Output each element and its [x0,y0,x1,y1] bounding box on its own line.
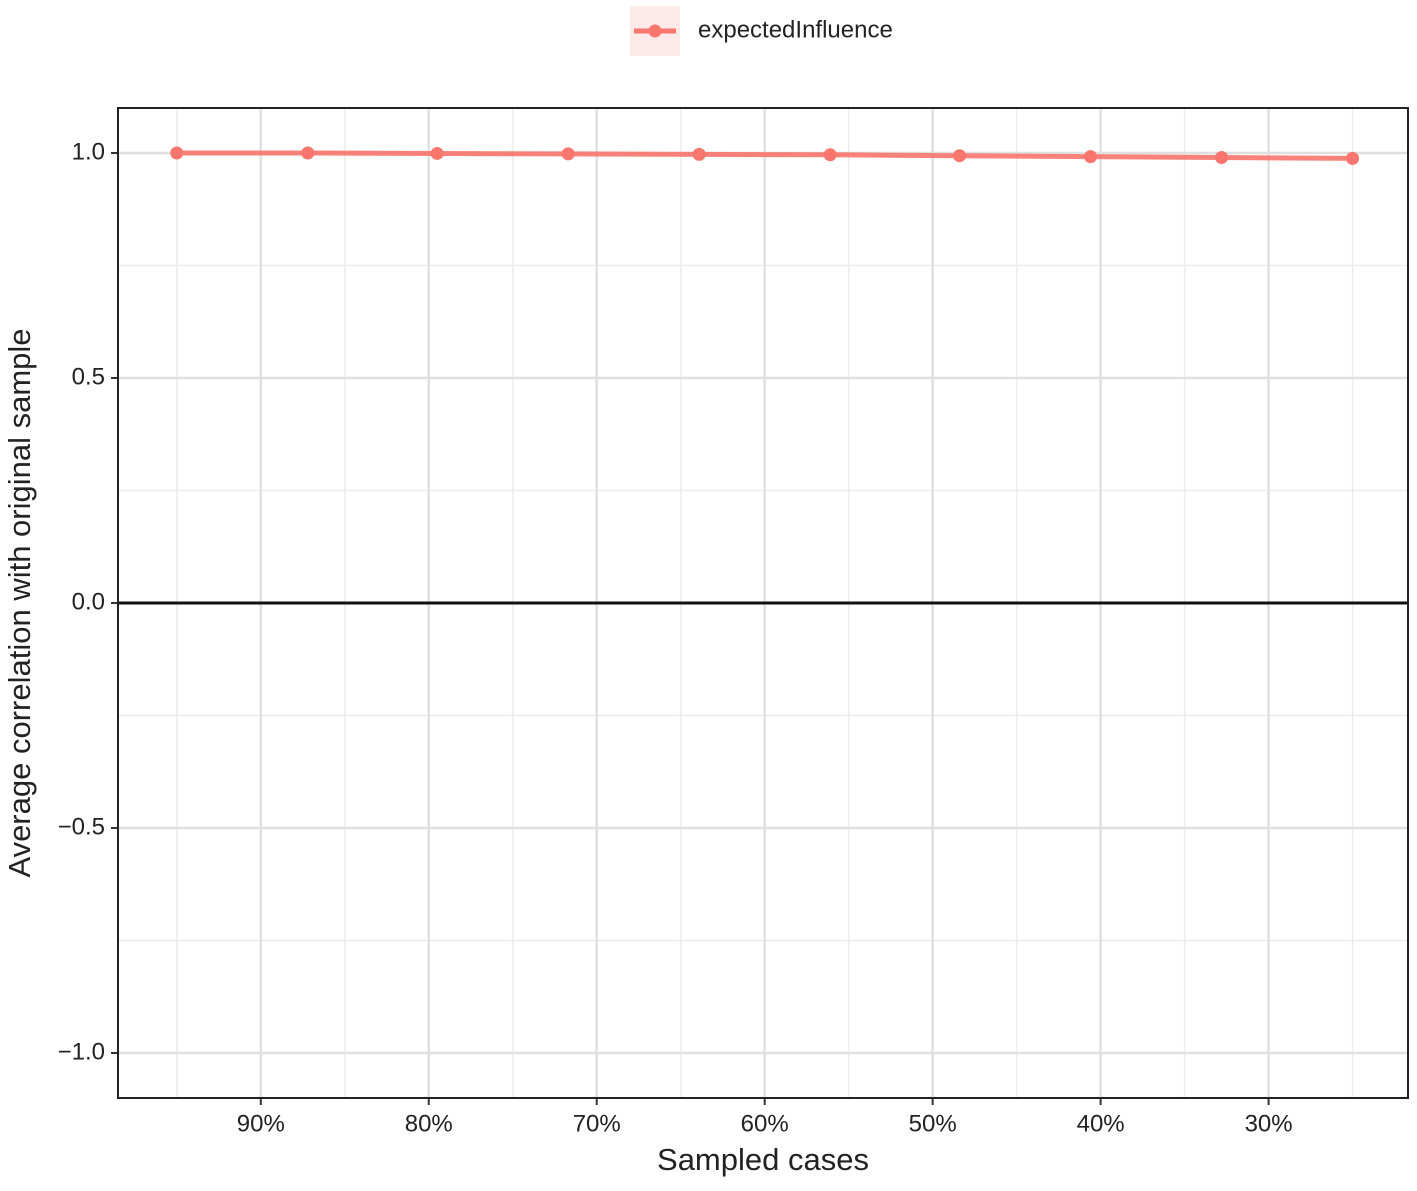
x-tick-label: 80% [405,1110,453,1137]
y-tick-label: 1.0 [72,138,105,165]
legend-label: expectedInfluence [698,16,893,43]
y-tick-label: −0.5 [58,813,105,840]
data-point [170,146,184,160]
data-point [692,147,706,161]
y-axis-title: Average correlation with original sample [2,328,37,877]
y-tick-label: 0.0 [72,588,105,615]
data-point [1084,150,1098,164]
x-tick-label: 30% [1245,1110,1293,1137]
data-point [430,146,444,160]
y-tick-label: −1.0 [58,1038,105,1065]
data-point [301,146,315,160]
x-tick-label: 50% [909,1110,957,1137]
x-tick-label: 70% [573,1110,621,1137]
y-tick-label: 0.5 [72,363,105,390]
data-point [1215,151,1229,164]
x-axis-title: Sampled cases [657,1142,869,1177]
data-point [953,149,967,163]
x-tick-label: 40% [1077,1110,1125,1137]
plot-border [117,107,1409,1099]
data-point [1346,151,1360,165]
series-line [176,150,1353,161]
x-tick-label: 60% [741,1110,789,1137]
data-point [561,147,575,161]
legend-key-point [648,24,662,38]
data-point [823,148,837,162]
x-tick-label: 90% [237,1110,285,1137]
